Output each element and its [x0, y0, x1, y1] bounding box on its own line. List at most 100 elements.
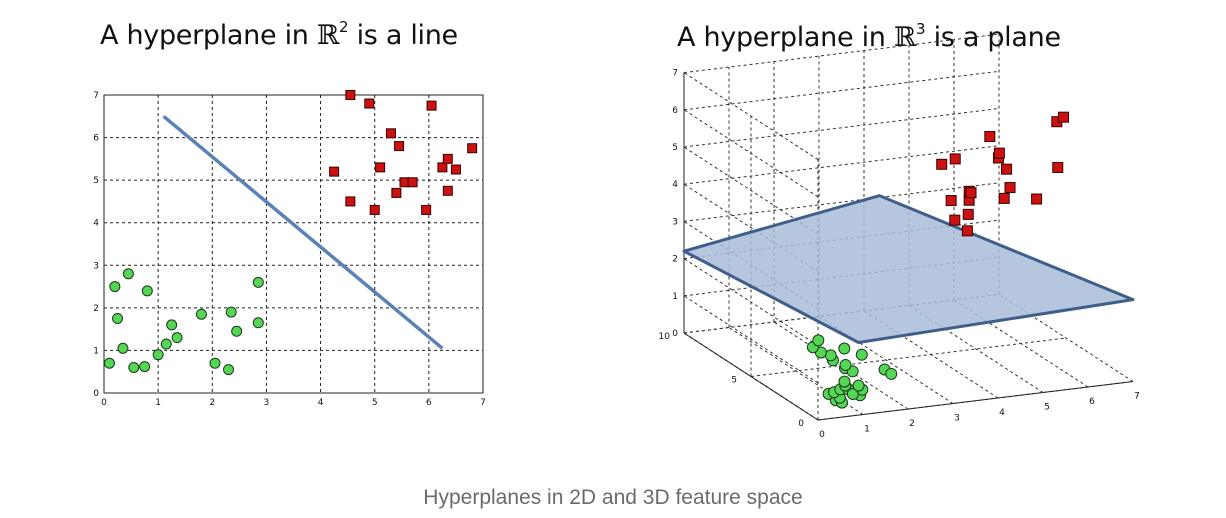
z-tick-label: 7	[672, 69, 678, 79]
data-point-red	[1058, 111, 1070, 123]
data-point-red	[450, 164, 461, 175]
z-tick-label: 0	[672, 329, 678, 339]
data-point-green	[855, 348, 868, 361]
z-tick-label: 4	[672, 180, 678, 190]
x-tick-label: 5	[372, 398, 378, 408]
data-point-red	[345, 90, 356, 100]
y-tick-label: 7	[93, 91, 99, 101]
data-point-green	[252, 317, 264, 329]
data-point-green	[838, 375, 851, 388]
y-tick-label: 1	[93, 346, 99, 356]
x-tick-label: 3	[264, 398, 270, 408]
x-tick-label: 6	[426, 398, 432, 408]
data-point-green	[160, 338, 172, 350]
back-wall-grid-line	[683, 108, 1000, 148]
y-tick-label: 5	[93, 176, 99, 186]
z-tick-label: 6	[672, 106, 678, 116]
x-tick-label: 0	[819, 430, 825, 440]
x-tick-label: 1	[864, 425, 870, 435]
x-tick-label: 1	[155, 398, 161, 408]
data-point-red	[965, 187, 977, 199]
data-point-red	[1001, 163, 1013, 175]
y-tick-label: 3	[93, 261, 99, 271]
data-point-red	[437, 162, 448, 173]
y-tick-label: 2	[93, 304, 99, 314]
data-point-red	[1004, 182, 1016, 194]
y-tick-label: 0	[798, 419, 804, 429]
hyperplane-plane	[682, 194, 1135, 345]
data-point-green	[852, 379, 865, 392]
side-wall-grid-line	[683, 72, 819, 161]
data-point-green	[122, 268, 134, 280]
back-wall-grid-line	[683, 70, 1000, 111]
data-point-red	[962, 208, 974, 220]
data-point-green	[103, 357, 115, 369]
data-point-red	[442, 153, 453, 164]
x-tick-label: 6	[1089, 397, 1095, 407]
data-point-green	[166, 319, 178, 331]
data-point-green	[139, 361, 151, 373]
y-tick-label: 10	[659, 332, 671, 342]
data-point-green	[152, 349, 164, 361]
data-point-green	[195, 308, 207, 320]
data-point-red	[364, 98, 375, 109]
data-point-red	[369, 204, 380, 215]
z-tick-label: 1	[672, 292, 678, 302]
y-tick-label: 4	[93, 219, 99, 229]
data-point-green	[171, 332, 183, 344]
z-tick-label: 2	[672, 255, 678, 265]
data-point-green	[223, 364, 235, 376]
data-point-green	[812, 334, 825, 347]
figure-caption: Hyperplanes in 2D and 3D feature space	[423, 486, 803, 509]
side-wall-grid-line	[683, 295, 819, 384]
data-point-green	[141, 285, 153, 297]
data-point-red	[961, 225, 973, 237]
data-point-green	[824, 349, 837, 362]
y-tick-label: 5	[731, 376, 737, 386]
data-point-red	[426, 100, 437, 111]
data-point-red	[329, 166, 340, 177]
floor-grid-line	[750, 337, 1067, 377]
data-point-green	[252, 276, 264, 288]
data-point-red	[949, 214, 961, 226]
data-point-green	[231, 325, 243, 337]
data-point-red	[385, 128, 396, 139]
data-point-red	[345, 196, 356, 207]
data-point-red	[984, 131, 996, 143]
data-point-green	[209, 357, 221, 369]
x-tick-label: 3	[954, 414, 960, 424]
z-tick-label: 5	[672, 143, 678, 153]
back-wall-grid-line	[683, 182, 1000, 222]
x-tick-label: 4	[999, 408, 1005, 418]
data-point-red	[375, 162, 386, 173]
back-wall-grid-line	[683, 33, 1000, 74]
x-tick-label: 7	[480, 398, 486, 408]
plot-frame-2d	[103, 94, 484, 394]
x-axis-line	[817, 381, 1134, 421]
data-point-red	[407, 177, 418, 188]
x-tick-label: 4	[318, 398, 324, 408]
data-point-green	[885, 367, 898, 380]
data-point-green	[839, 358, 852, 371]
data-point-red	[442, 185, 453, 196]
data-point-red	[998, 192, 1010, 204]
data-point-green	[112, 313, 124, 324]
data-point-red	[1031, 193, 1043, 205]
side-wall-grid-line	[683, 258, 819, 347]
data-point-red	[945, 195, 957, 207]
y-tick-label: 6	[93, 134, 99, 144]
data-point-red	[949, 153, 961, 165]
data-point-red	[467, 143, 478, 154]
z-tick-label: 3	[672, 217, 678, 227]
data-point-red	[421, 204, 432, 215]
y-axis-line	[683, 332, 819, 421]
y-tick-label: 0	[93, 389, 99, 399]
data-point-red	[391, 187, 402, 198]
data-point-red	[993, 147, 1005, 159]
data-point-green	[109, 281, 121, 293]
data-point-red	[936, 158, 948, 170]
data-point-green	[128, 361, 140, 373]
x-tick-label: 7	[1134, 392, 1140, 402]
